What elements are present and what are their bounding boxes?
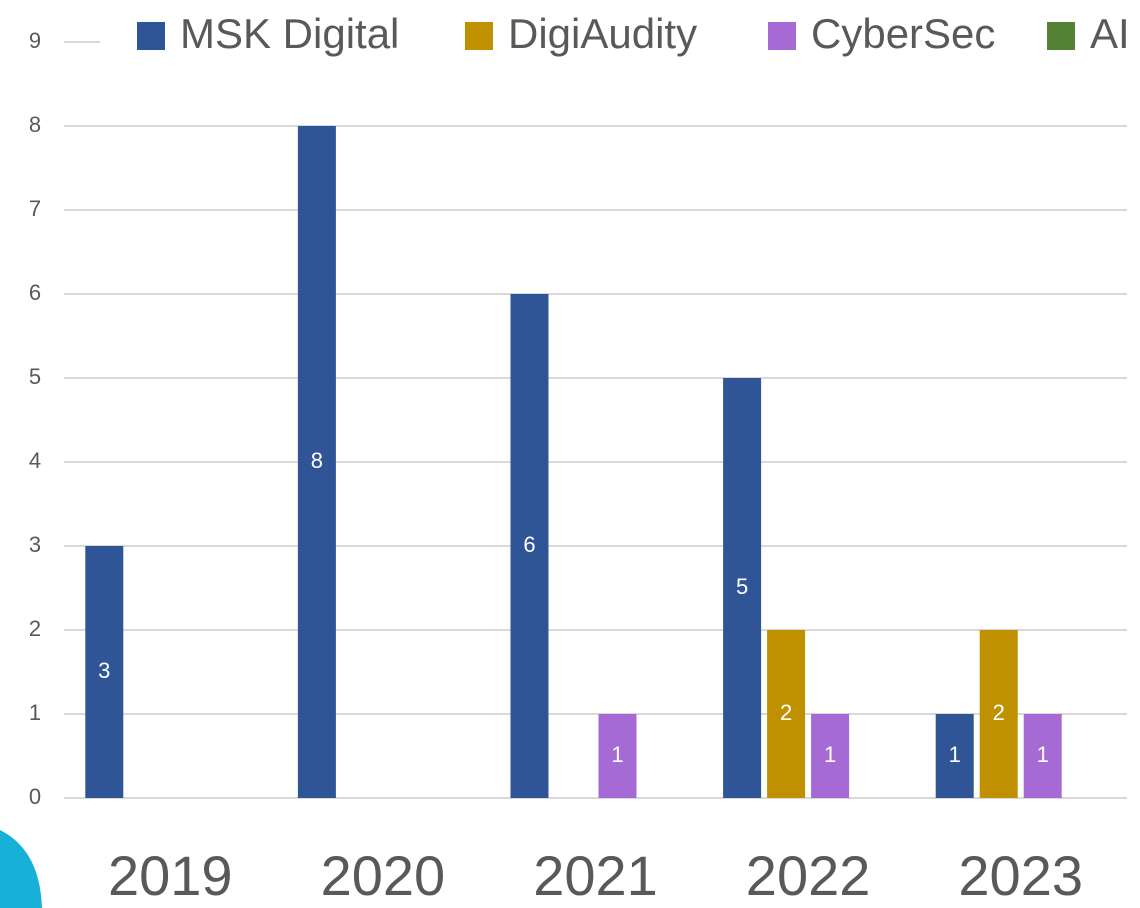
decoration-shape xyxy=(0,830,42,908)
legend-label: CyberSec xyxy=(811,10,995,57)
legend-swatch xyxy=(1047,22,1075,50)
legend-swatch xyxy=(768,22,796,50)
data-label: 1 xyxy=(611,742,623,767)
bar xyxy=(811,714,850,798)
data-label: 5 xyxy=(736,574,748,599)
legend-label: AI xyxy=(1090,10,1130,57)
bar xyxy=(723,378,762,798)
data-label: 1 xyxy=(949,742,961,767)
data-label: 8 xyxy=(311,448,323,473)
y-tick-label: 7 xyxy=(29,196,41,221)
data-label: 6 xyxy=(523,532,535,557)
data-label: 2 xyxy=(993,700,1005,725)
y-tick-label: 2 xyxy=(29,616,41,641)
legend-label: MSK Digital xyxy=(180,10,399,57)
x-tick-label: 2022 xyxy=(746,844,871,907)
x-tick-label: 2020 xyxy=(321,844,446,907)
x-tick-label: 2021 xyxy=(533,844,658,907)
bar xyxy=(1023,714,1062,798)
legend-background xyxy=(100,0,1140,70)
y-tick-label: 1 xyxy=(29,700,41,725)
data-label: 3 xyxy=(98,658,110,683)
bar xyxy=(979,630,1018,798)
y-tick-label: 9 xyxy=(29,28,41,53)
bar xyxy=(935,714,974,798)
bar xyxy=(510,294,549,798)
bar xyxy=(767,630,806,798)
y-tick-label: 3 xyxy=(29,532,41,557)
legend-swatch xyxy=(137,22,165,50)
bar xyxy=(85,546,124,798)
y-tick-label: 0 xyxy=(29,784,41,809)
y-tick-label: 8 xyxy=(29,112,41,137)
data-label: 1 xyxy=(824,742,836,767)
bar xyxy=(297,126,336,798)
legend-label: DigiAudity xyxy=(508,10,697,57)
bar xyxy=(598,714,637,798)
legend-swatch xyxy=(465,22,493,50)
x-tick-label: 2023 xyxy=(958,844,1083,907)
x-tick-label: 2019 xyxy=(108,844,233,907)
y-tick-label: 4 xyxy=(29,448,41,473)
data-label: 1 xyxy=(1037,742,1049,767)
y-tick-label: 6 xyxy=(29,280,41,305)
y-tick-label: 5 xyxy=(29,364,41,389)
data-label: 2 xyxy=(780,700,792,725)
